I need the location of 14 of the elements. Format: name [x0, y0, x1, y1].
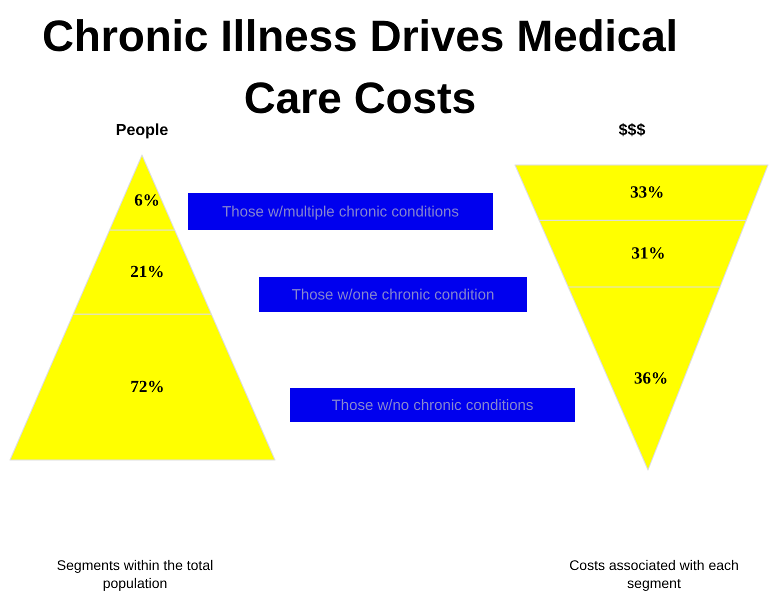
- category-label: Those w/no chronic conditions: [332, 397, 534, 414]
- data-label: 36%: [634, 368, 668, 388]
- data-label: 21%: [130, 262, 164, 282]
- data-label: 33%: [630, 182, 664, 202]
- text: Chronic Illness Drives Medical Care Costs: [42, 12, 678, 123]
- data-label: 31%: [631, 244, 666, 263]
- data-label: 6%: [134, 190, 160, 210]
- category-label: Those w/multiple chronic conditions: [222, 204, 459, 220]
- text: Costs associated with each segment: [569, 557, 739, 591]
- category-label: Those w/one chronic condition: [292, 286, 494, 304]
- data-label: 72%: [130, 377, 164, 396]
- series-label: $$$: [618, 122, 646, 139]
- series-label: People: [116, 122, 168, 139]
- text: Segments within the total population: [56, 557, 214, 591]
